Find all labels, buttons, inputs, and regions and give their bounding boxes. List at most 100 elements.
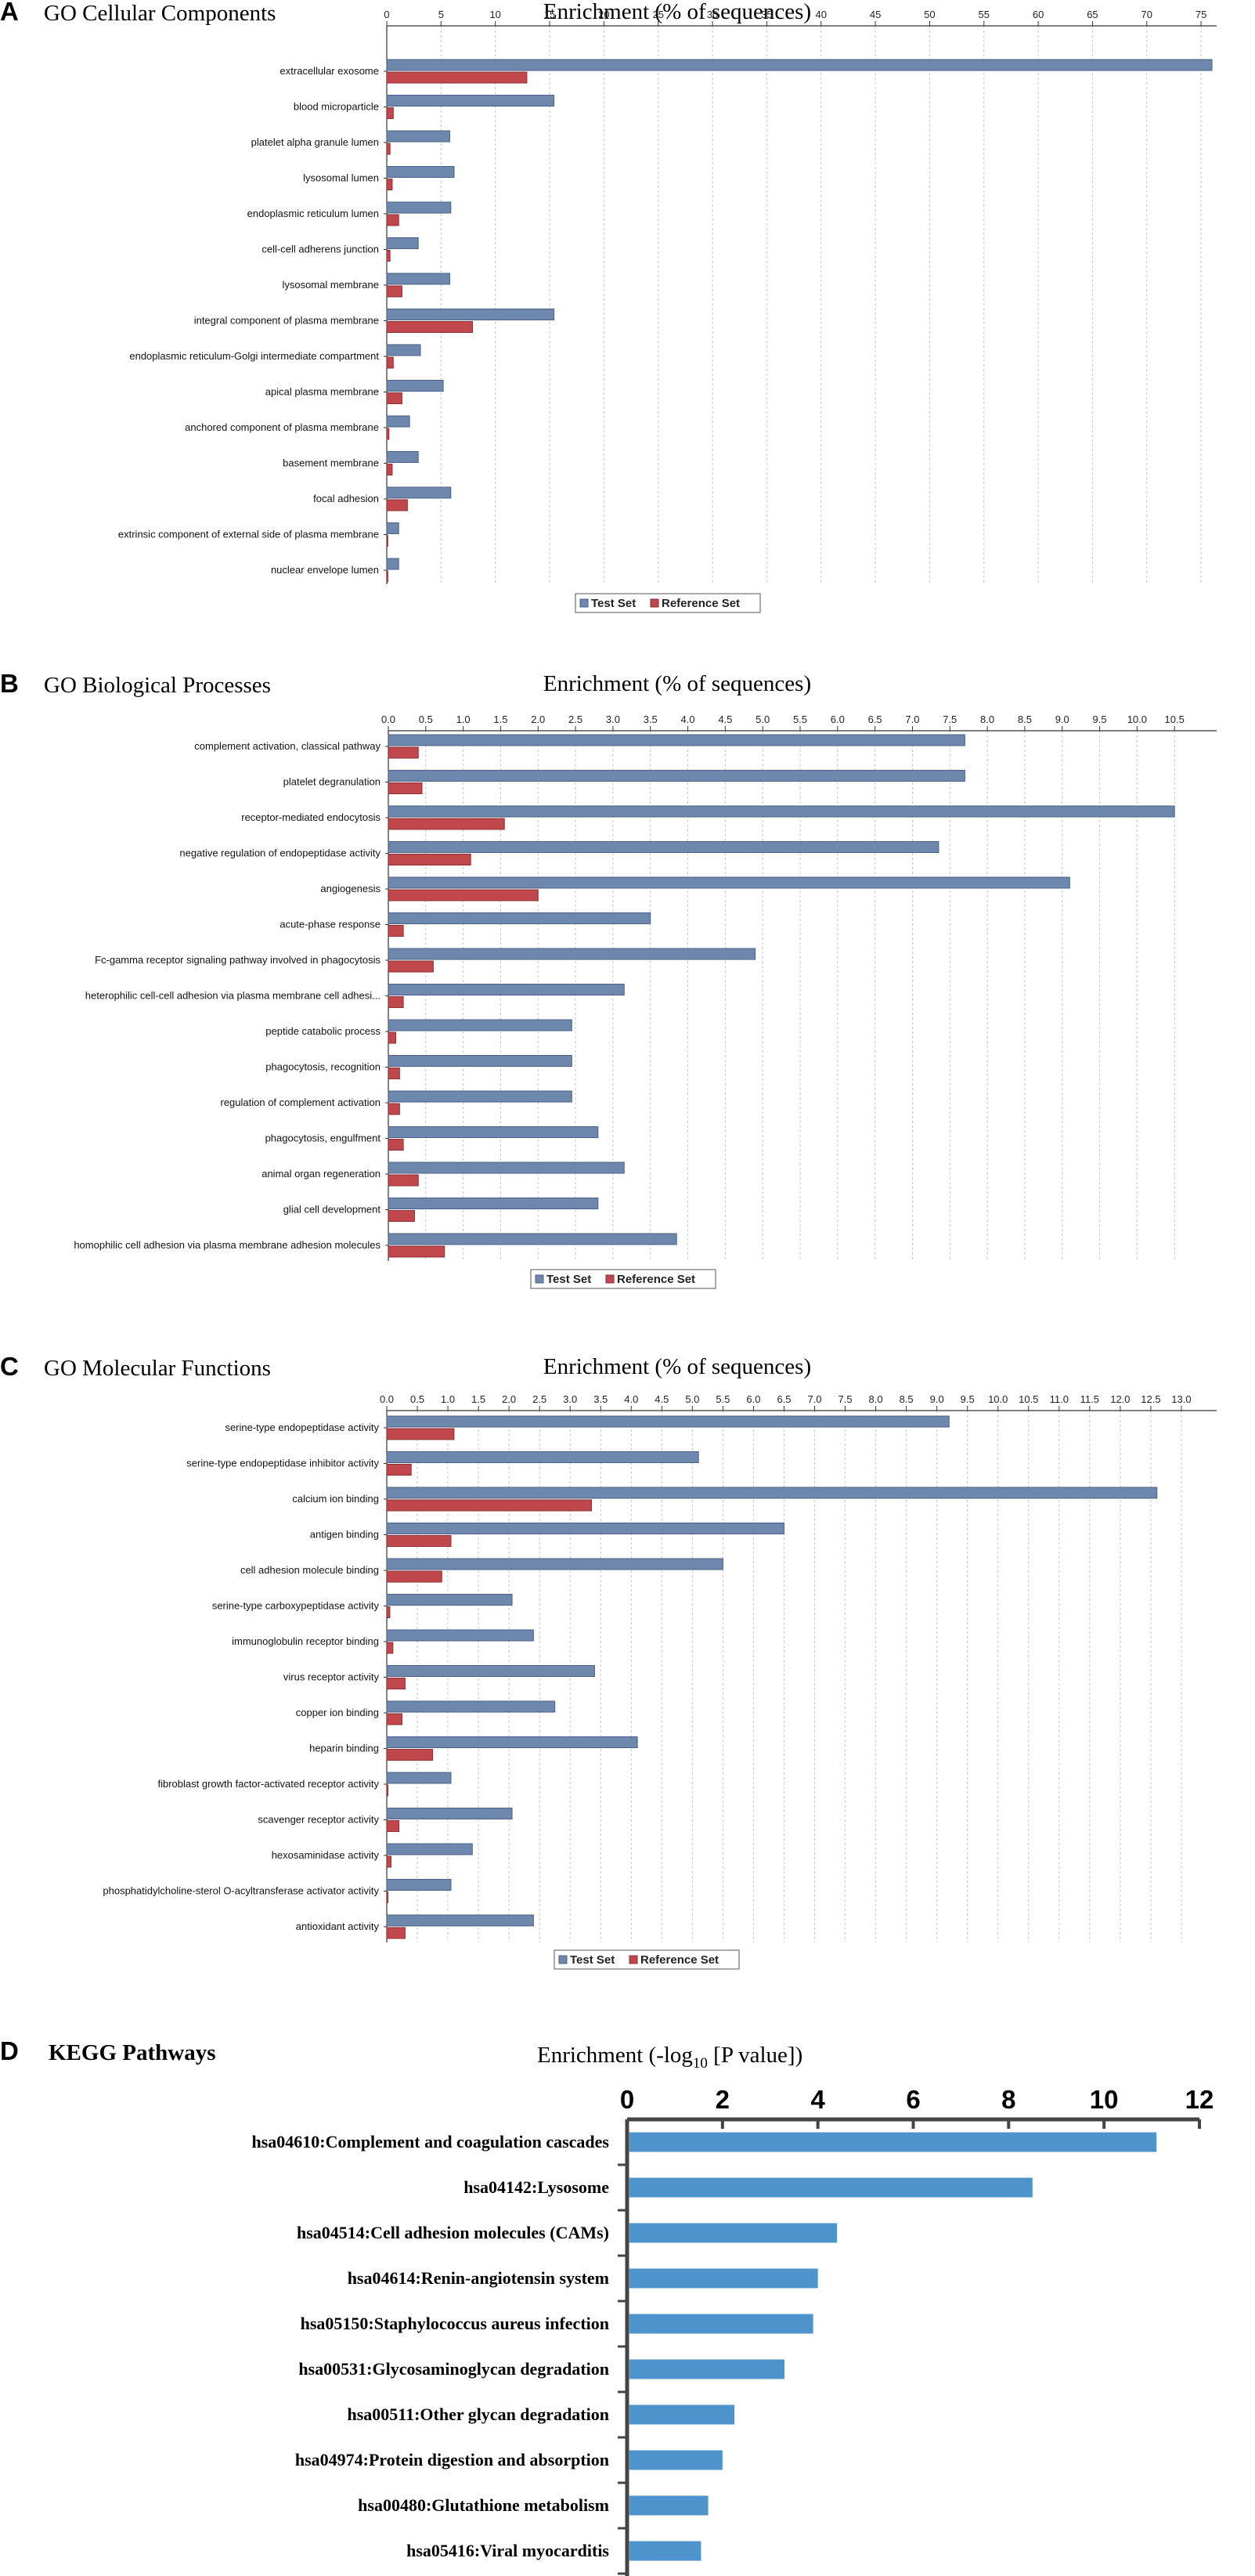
panel-c-bar-reference-set bbox=[386, 1642, 394, 1654]
panel-a-legend: Test Set Reference Set bbox=[575, 593, 761, 613]
panel-d-title: KEGG Pathways bbox=[49, 2040, 216, 2065]
panel-c-bar-reference-set bbox=[386, 1535, 452, 1547]
panel-b-tick-label-0-0: 0.0 bbox=[381, 714, 395, 725]
panel-c-tick-label-1-0: 1.0 bbox=[441, 1393, 455, 1405]
panel-c-category-label: virus receptor activity bbox=[283, 1671, 380, 1683]
panel-b-category-label: homophilic cell adhesion via plasma memb… bbox=[74, 1239, 380, 1251]
panel-d-category-label: hsa04514:Cell adhesion molecules (CAMs) bbox=[297, 2223, 609, 2242]
panel-d-x-axis-label-prefix: Enrichment (-log bbox=[537, 2043, 693, 2068]
panel-b-bar-reference-set bbox=[388, 1210, 415, 1222]
panel-a-bar-reference-set bbox=[386, 499, 408, 511]
panel-b-legend-swatch-reference bbox=[605, 1274, 615, 1284]
panel-c-tick-label-7-5: 7.5 bbox=[838, 1393, 853, 1405]
panel-b-tick-label-9-0: 9.0 bbox=[1055, 714, 1069, 725]
panel-c-tick-label-5-0: 5.0 bbox=[685, 1393, 699, 1405]
panel-c-bar-test-set bbox=[386, 1808, 513, 1819]
panel-d-tick-label-10: 10 bbox=[1090, 2085, 1119, 2114]
panel-c-bar-reference-set bbox=[386, 1820, 400, 1832]
panel-a-bar-reference-set bbox=[386, 428, 390, 440]
panel-b-bar-test-set bbox=[388, 841, 939, 853]
panel-c-category-label: phosphatidylcholine-sterol O-acyltransfe… bbox=[103, 1885, 379, 1897]
panel-b-category-label: heterophilic cell-cell adhesion via plas… bbox=[85, 990, 380, 1002]
panel-b-tick-label-1-5: 1.5 bbox=[493, 714, 507, 725]
panel-c-category-label: fibroblast growth factor-activated recep… bbox=[157, 1778, 379, 1790]
panel-a-bar-reference-set bbox=[386, 535, 388, 547]
panel-a-tick-label-50: 50 bbox=[924, 9, 935, 20]
panel-d-category-label: hsa05416:Viral myocarditis bbox=[406, 2541, 609, 2560]
panel-b-tick-label-4-5: 4.5 bbox=[718, 714, 732, 725]
panel-d-category-label: hsa04142:Lysosome bbox=[463, 2177, 609, 2197]
panel-c-tick-label-9-5: 9.5 bbox=[961, 1393, 975, 1405]
panel-d-tick-label-12: 12 bbox=[1185, 2085, 1214, 2114]
panel-b-bar-reference-set bbox=[388, 1103, 400, 1115]
panel-d-category-label: hsa05150:Staphylococcus aureus infection bbox=[301, 2314, 609, 2333]
panel-a-bar-reference-set bbox=[386, 214, 399, 226]
panel-a-category-label: anchored component of plasma membrane bbox=[185, 421, 379, 433]
panel-a-bar-test-set bbox=[386, 273, 450, 285]
panel-b-bar-reference-set bbox=[388, 1174, 419, 1187]
panel-b-category-label: negative regulation of endopeptidase act… bbox=[179, 847, 380, 859]
panel-c-tick-label-3-5: 3.5 bbox=[593, 1393, 608, 1405]
panel-d-category-label: hsa04974:Protein digestion and absorptio… bbox=[295, 2450, 609, 2469]
panel-a-title: GO Cellular Components bbox=[44, 1, 276, 26]
panel-c-bar-reference-set bbox=[386, 1428, 455, 1440]
panel-c-bar-reference-set bbox=[386, 1499, 593, 1512]
panel-a-bar-test-set bbox=[386, 451, 419, 463]
panel-c-bar-test-set bbox=[386, 1772, 452, 1784]
panel-b-bar-reference-set bbox=[388, 854, 471, 865]
panel-a-category-label: lysosomal membrane bbox=[282, 279, 379, 291]
panel-b-bar-test-set bbox=[388, 1055, 572, 1067]
panel-a-category-label: integral component of plasma membrane bbox=[194, 315, 379, 327]
panel-b-bar-test-set bbox=[388, 1162, 625, 1174]
panel-b-category-label: acute-phase response bbox=[279, 919, 380, 930]
panel-c-letter: C bbox=[0, 1352, 19, 1381]
panel-b-legend-box bbox=[530, 1269, 716, 1289]
panel-c-bar-test-set bbox=[386, 1487, 1158, 1499]
panel-a-bar-reference-set bbox=[386, 356, 394, 369]
panel-a-bar-reference-set bbox=[386, 250, 391, 262]
panel-b-title: GO Biological Processes bbox=[44, 673, 271, 698]
panel-b-tick-label-10-5: 10.5 bbox=[1165, 714, 1185, 725]
panel-c-legend-label-reference: Reference Set bbox=[640, 1953, 719, 1967]
panel-c-category-label: heparin binding bbox=[309, 1743, 379, 1754]
panel-a-bar-reference-set bbox=[386, 107, 394, 119]
panel-c-tick-label-2-0: 2.0 bbox=[502, 1393, 516, 1405]
panel-d-bar bbox=[629, 2404, 735, 2425]
panel-d-category-label: hsa00531:Glycosaminoglycan degradation bbox=[298, 2359, 609, 2379]
panel-a-bar-reference-set bbox=[386, 179, 393, 190]
panel-b-bar-test-set bbox=[388, 1019, 572, 1031]
panel-b-legend-swatch-test bbox=[535, 1274, 544, 1284]
panel-c-legend-label-test: Test Set bbox=[570, 1953, 615, 1967]
panel-c-title: GO Molecular Functions bbox=[44, 1356, 271, 1381]
panel-c-tick-label-0-0: 0.0 bbox=[380, 1393, 394, 1405]
panel-b-tick-label-8-5: 8.5 bbox=[1018, 714, 1032, 725]
panel-c-bar-test-set bbox=[386, 1451, 699, 1463]
panel-a-tick-label-35: 35 bbox=[761, 9, 772, 20]
panel-c-bar-test-set bbox=[386, 1843, 473, 1855]
panel-d-category-label: hsa04614:Renin-angiotensin system bbox=[348, 2268, 609, 2288]
panel-b-category-label: platelet degranulation bbox=[283, 776, 380, 788]
panel-c-category-label: calcium ion binding bbox=[292, 1493, 379, 1505]
panel-b-tick-label-5-5: 5.5 bbox=[793, 714, 807, 725]
panel-d-bar bbox=[629, 2132, 1157, 2152]
panel-b-bar-reference-set bbox=[388, 889, 539, 901]
panel-c-bar-reference-set bbox=[386, 1891, 389, 1903]
panel-b-tick-label-2-5: 2.5 bbox=[568, 714, 582, 725]
panel-a-bar-test-set bbox=[386, 130, 450, 143]
panel-a-bar-test-set bbox=[386, 309, 555, 320]
panel-a-bar-reference-set bbox=[386, 71, 528, 84]
panel-b-tick-label-3-5: 3.5 bbox=[644, 714, 658, 725]
panel-a-category-label: extracellular exosome bbox=[280, 65, 379, 77]
panel-b-tick-label-3-0: 3.0 bbox=[606, 714, 620, 725]
panel-b-category-label: receptor-mediated endocytosis bbox=[241, 811, 380, 823]
panel-a-tick-label-75: 75 bbox=[1195, 9, 1206, 20]
panel-b-bar-test-set bbox=[388, 1090, 572, 1103]
panel-b-legend-label-reference: Reference Set bbox=[617, 1273, 695, 1286]
panel-d-category-label: hsa00511:Other glycan degradation bbox=[347, 2404, 609, 2424]
panel-d-tick-label-2: 2 bbox=[716, 2085, 730, 2114]
panel-d-tick-label-0: 0 bbox=[620, 2085, 634, 2114]
panel-c-legend: Test Set Reference Set bbox=[554, 1949, 740, 1970]
panel-d-letter: D bbox=[0, 2036, 19, 2065]
panel-b-bar-reference-set bbox=[388, 1245, 445, 1258]
panel-a-bar-test-set bbox=[386, 201, 452, 214]
